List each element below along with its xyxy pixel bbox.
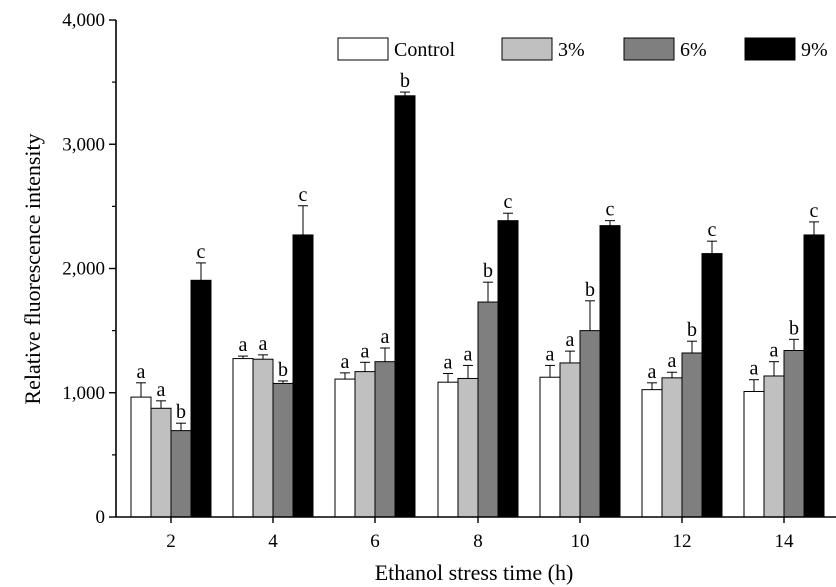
significance-label: a: [239, 334, 248, 356]
significance-label: a: [341, 351, 350, 373]
bar: [354, 371, 376, 518]
significance-label: a: [770, 340, 779, 362]
significance-label: b: [687, 319, 697, 341]
y-tick-label: 4,000: [62, 10, 105, 31]
legend-swatch: [623, 37, 675, 61]
axes-layer: 0 1,000 2,000 3,000 4,000 2 4 6 8 10 12 14: [62, 10, 836, 552]
bar: [190, 279, 212, 518]
x-tick-label: 14: [775, 531, 795, 552]
legend: Control 3% 6% 9%: [337, 37, 828, 61]
bar: [661, 377, 683, 518]
significance-label: a: [464, 343, 473, 365]
bar: [292, 234, 314, 518]
significance-label: b: [278, 359, 288, 381]
bar: [252, 358, 274, 518]
x-tick-label: 6: [370, 531, 380, 552]
bar: [374, 361, 396, 518]
legend-swatch: [744, 37, 796, 61]
bar: [232, 358, 254, 518]
bar: [170, 430, 192, 518]
x-axis-title: Ethanol stress time (h): [375, 560, 574, 585]
bar: [743, 391, 765, 518]
bar: [497, 220, 519, 518]
bar: [681, 352, 703, 518]
significance-label: c: [504, 191, 513, 213]
y-axis-title: Relative fluorescence intensity: [20, 133, 45, 404]
bar: [394, 95, 416, 518]
y-tick-label: 0: [96, 507, 106, 528]
bar: [477, 301, 499, 518]
significance-label: b: [585, 279, 595, 301]
x-tick-label: 10: [571, 531, 590, 552]
significance-label: a: [259, 333, 268, 355]
legend-swatch: [337, 37, 389, 61]
significance-label: b: [400, 70, 410, 92]
significance-label: a: [157, 379, 166, 401]
significance-label: a: [750, 358, 759, 380]
legend-label: Control: [394, 39, 456, 61]
x-tick-label: 8: [473, 531, 483, 552]
significance-label: a: [668, 350, 677, 372]
bar: [803, 234, 825, 518]
significance-label: a: [566, 329, 575, 351]
bar: [130, 396, 152, 518]
y-tick-label: 3,000: [62, 134, 105, 155]
significance-label: a: [444, 351, 453, 373]
legend-swatch: [501, 37, 553, 61]
bar: [763, 375, 785, 518]
significance-label: c: [299, 184, 308, 206]
y-tick-label: 1,000: [62, 383, 105, 404]
bar: [783, 350, 805, 518]
significance-label: c: [197, 241, 206, 263]
x-tick-label: 4: [268, 531, 278, 552]
significance-label: a: [648, 361, 657, 383]
significance-label: b: [176, 401, 186, 423]
significance-label: c: [708, 219, 717, 241]
significance-label: b: [789, 317, 799, 339]
bar: [334, 378, 356, 518]
bar: [641, 389, 663, 518]
bar: [457, 377, 479, 518]
bar: [579, 330, 601, 518]
bar: [437, 381, 459, 518]
x-tick-label: 12: [673, 531, 692, 552]
bar: [701, 253, 723, 518]
bar: [559, 362, 581, 518]
legend-label: 9%: [801, 39, 828, 61]
y-tick-label: 2,000: [62, 259, 105, 280]
bar: [150, 407, 172, 518]
bar: [599, 225, 621, 518]
significance-label: a: [361, 340, 370, 362]
significance-label: c: [606, 199, 615, 221]
significance-label: b: [483, 260, 493, 282]
significance-label: a: [381, 326, 390, 348]
bar: [272, 382, 294, 518]
legend-label: 6%: [680, 39, 707, 61]
x-tick-label: 2: [166, 531, 176, 552]
significance-label: a: [137, 361, 146, 383]
legend-label: 3%: [558, 39, 585, 61]
bar: [539, 376, 561, 518]
significance-label: c: [810, 200, 819, 222]
significance-label: a: [546, 343, 555, 365]
